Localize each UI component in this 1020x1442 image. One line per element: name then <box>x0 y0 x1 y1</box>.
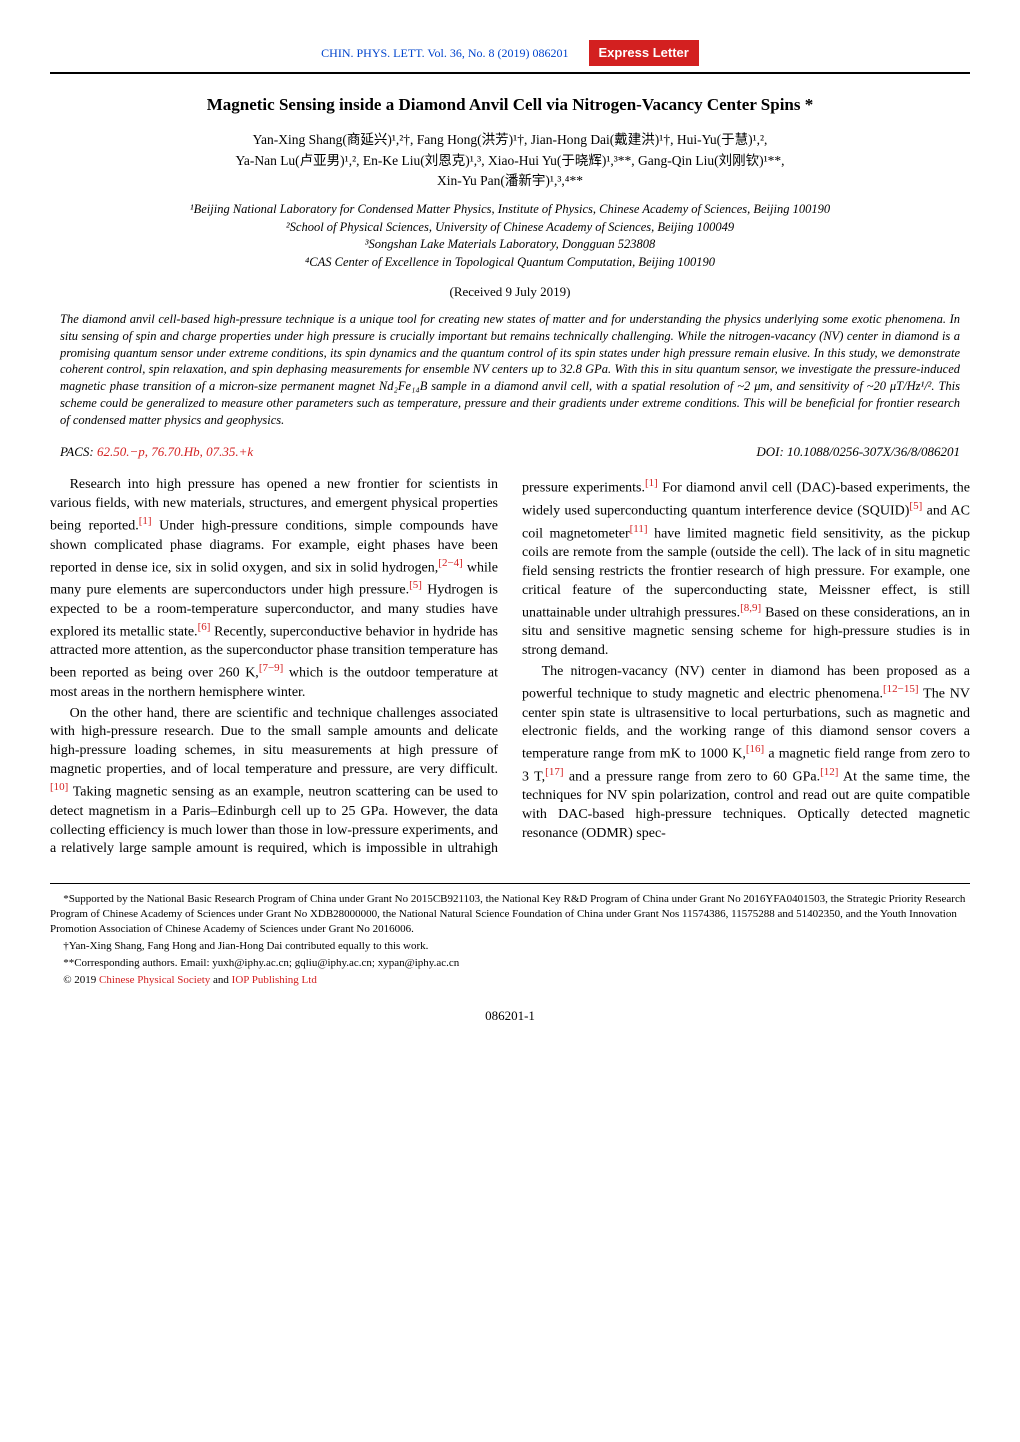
footnote-corresponding: **Corresponding authors. Email: yuxh@iph… <box>50 956 970 971</box>
cps-link[interactable]: Chinese Physical Society <box>99 974 210 986</box>
authors-line-3: Xin-Yu Pan(潘新宇)¹,³,⁴** <box>437 173 583 188</box>
doi: DOI: 10.1088/0256-307X/36/8/086201 <box>756 443 960 461</box>
paper-title: Magnetic Sensing inside a Diamond Anvil … <box>50 94 970 117</box>
affiliation-1: ¹Beijing National Laboratory for Condens… <box>190 202 830 216</box>
copyright-and: and <box>210 974 231 986</box>
ref-5[interactable]: [5] <box>409 579 422 591</box>
footnote-equal-contrib: †Yan-Xing Shang, Fang Hong and Jian-Hong… <box>50 939 970 954</box>
iop-link[interactable]: IOP Publishing Ltd <box>232 974 317 986</box>
abstract: The diamond anvil cell-based high-pressu… <box>60 311 960 429</box>
ref-5b[interactable]: [5] <box>909 500 922 512</box>
journal-reference[interactable]: CHIN. PHYS. LETT. Vol. 36, No. 8 (2019) … <box>321 45 568 61</box>
footnote-copyright: © 2019 Chinese Physical Society and IOP … <box>50 973 970 988</box>
authors-line-2: Ya-Nan Lu(卢亚男)¹,², En-Ke Liu(刘恩克)¹,³, Xi… <box>235 153 784 168</box>
express-letter-badge: Express Letter <box>589 40 699 66</box>
ref-1b[interactable]: [1] <box>645 477 658 489</box>
body-columns: Research into high pressure has opened a… <box>50 476 970 859</box>
ref-11[interactable]: [11] <box>630 523 648 535</box>
authors-block: Yan-Xing Shang(商延兴)¹,²†, Fang Hong(洪芳)¹†… <box>50 130 970 191</box>
affiliation-2: ²School of Physical Sciences, University… <box>286 220 734 234</box>
paragraph-1: Research into high pressure has opened a… <box>50 476 498 702</box>
authors-line-1: Yan-Xing Shang(商延兴)¹,²†, Fang Hong(洪芳)¹†… <box>253 132 768 147</box>
ref-17[interactable]: [17] <box>545 766 563 778</box>
ref-12[interactable]: [12] <box>820 766 838 778</box>
ref-1[interactable]: [1] <box>139 515 152 527</box>
p2a: On the other hand, there are scientific … <box>50 706 498 778</box>
footnotes: *Supported by the National Basic Researc… <box>50 883 970 987</box>
page-number: 086201-1 <box>50 1007 970 1025</box>
header-bar: CHIN. PHYS. LETT. Vol. 36, No. 8 (2019) … <box>50 40 970 74</box>
received-date: (Received 9 July 2019) <box>50 283 970 301</box>
ref-7-9[interactable]: [7−9] <box>259 662 284 674</box>
affiliation-4: ⁴CAS Center of Excellence in Topological… <box>305 255 715 269</box>
ref-6[interactable]: [6] <box>198 621 211 633</box>
affiliation-3: ³Songshan Lake Materials Laboratory, Don… <box>365 237 656 251</box>
paragraph-4: The nitrogen-vacancy (NV) center in diam… <box>522 663 970 844</box>
copyright-prefix: © 2019 <box>63 974 99 986</box>
ref-10[interactable]: [10] <box>50 781 68 793</box>
p4d: and a pressure range from zero to 60 GPa… <box>564 770 821 785</box>
ref-16[interactable]: [16] <box>746 743 764 755</box>
pacs: PACS: 62.50.−p, 76.70.Hb, 07.35.+k <box>60 443 253 461</box>
pacs-label: PACS: <box>60 444 97 459</box>
ref-2-4[interactable]: [2−4] <box>438 557 463 569</box>
ref-8-9[interactable]: [8,9] <box>740 602 761 614</box>
ref-12-15[interactable]: [12−15] <box>883 683 919 695</box>
pacs-codes[interactable]: 62.50.−p, 76.70.Hb, 07.35.+k <box>97 444 253 459</box>
affiliations-block: ¹Beijing National Laboratory for Condens… <box>50 201 970 271</box>
pacs-doi-row: PACS: 62.50.−p, 76.70.Hb, 07.35.+k DOI: … <box>60 443 960 461</box>
footnote-funding: *Supported by the National Basic Researc… <box>50 892 970 937</box>
